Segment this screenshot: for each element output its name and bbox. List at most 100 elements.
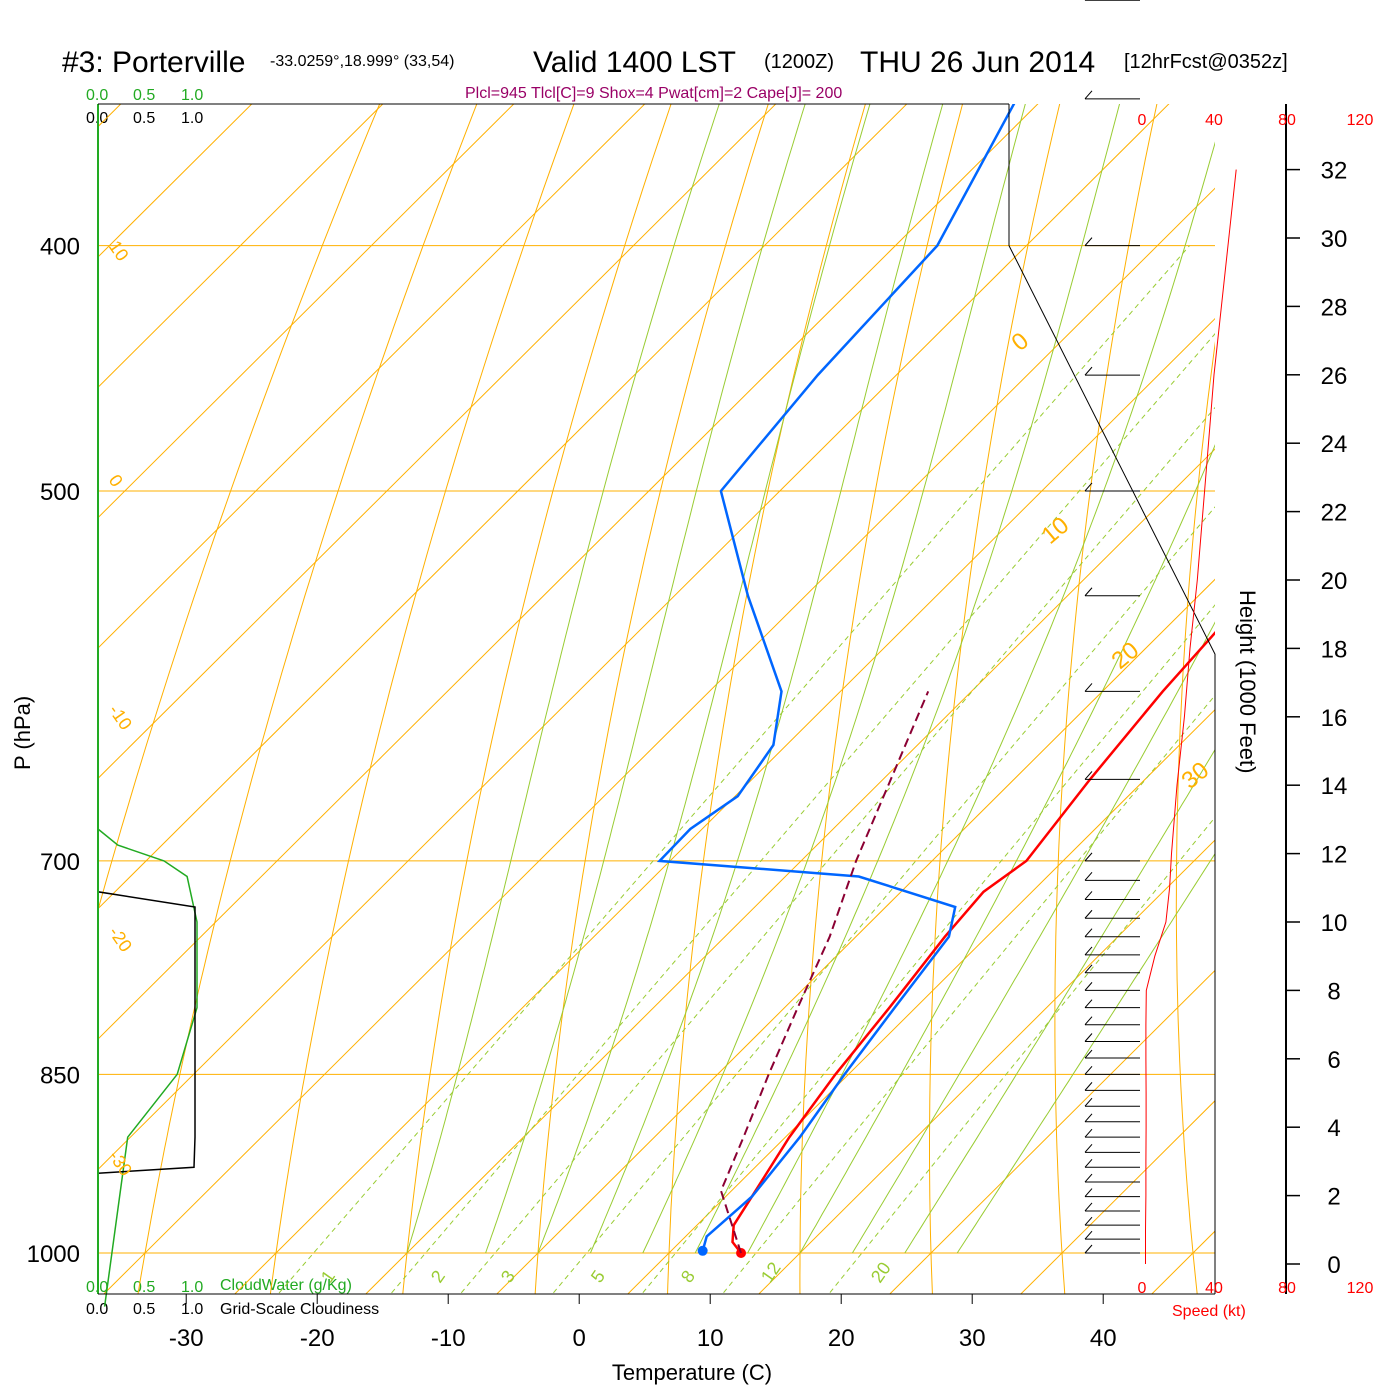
cloud-scale-bottom-black-0: 0.0 — [86, 1301, 108, 1318]
params-line: Plcl=945 Tlcl[C]=9 Shox=4 Pwat[cm]=2 Cap… — [465, 85, 842, 102]
height-tick-label: 4 — [1327, 1115, 1340, 1142]
moist-adiabat-line — [406, 104, 720, 1254]
dry-adiabat-label: 0 — [1007, 327, 1035, 356]
moist-adiabat-line — [851, 621, 1215, 1254]
speed-tick-label-bottom: 40 — [1205, 1280, 1223, 1297]
mixing-ratio-line — [389, 333, 1215, 1294]
sounding-series — [656, 104, 1215, 1258]
height-tick-label: 18 — [1321, 636, 1348, 663]
y-axis-label: P (hPa) — [10, 696, 35, 770]
moist-adiabat-line — [956, 852, 1215, 1254]
isotherm-line — [234, 317, 1215, 1294]
pressure-tick-label: 500 — [40, 479, 80, 506]
temp-tick-label: 0 — [573, 1325, 586, 1352]
parcel-line — [719, 691, 930, 1254]
wind-barb-feather — [1084, 964, 1093, 974]
dry-adiabat-label: -10 — [105, 701, 136, 734]
height-tick-label: 32 — [1321, 158, 1348, 185]
wind-barb-feather — [1084, 482, 1093, 492]
cloud-scale-bottom-black-1: 0.5 — [133, 1301, 155, 1318]
wind-barb-feather — [1084, 1082, 1093, 1091]
wind-barb-feather — [1084, 1016, 1093, 1026]
isotherm-line — [98, 104, 908, 910]
cloud-scale-top-green-2: 1.0 — [181, 87, 203, 104]
dry-adiabat-label: 20 — [1107, 637, 1145, 675]
cloud-scale-top-green-0: 0.0 — [86, 87, 108, 104]
speed-tick-label-top: 80 — [1278, 112, 1296, 129]
wind-barb-feather — [1084, 1113, 1093, 1123]
wind-barb-feather — [1084, 1244, 1093, 1254]
speed-tick-label-top: 120 — [1347, 112, 1374, 129]
dry-adiabat-label: 30 — [1177, 757, 1215, 795]
speed-tick-label-bottom: 120 — [1347, 1280, 1374, 1297]
wind-barb-feather — [1084, 946, 1093, 956]
temp-tick-label: -10 — [431, 1325, 466, 1352]
moist-adiabat-line — [537, 104, 871, 1254]
isotherm-line — [103, 187, 1215, 1294]
height-tick-label: 8 — [1327, 978, 1340, 1005]
pressure-tick-label: 850 — [40, 1062, 80, 1089]
dry-adiabat-line — [929, 104, 1061, 1294]
moist-adiabat-line — [485, 104, 806, 1254]
dry-adiabat-label: 10 — [1037, 512, 1075, 550]
pressure-tick-label: 1000 — [27, 1241, 80, 1268]
wind-barb-feather — [1084, 1033, 1093, 1042]
temp-tick-label: 40 — [1090, 1325, 1117, 1352]
temp-tick-label: 20 — [828, 1325, 855, 1352]
temp-tick-label: 10 — [697, 1325, 724, 1352]
height-tick-label: 14 — [1321, 773, 1348, 800]
height-tick-label: 28 — [1321, 294, 1348, 321]
cloudwater-line — [97, 828, 198, 1307]
height-tick-label: 22 — [1321, 500, 1348, 527]
wind-barb-feather — [1084, 1230, 1093, 1240]
mixing-ratio-label: 5 — [587, 1267, 609, 1287]
speed-tick-label-top: 0 — [1138, 112, 1147, 129]
height-tick-label: 16 — [1321, 705, 1348, 732]
height-tick-label: 10 — [1321, 910, 1348, 937]
dry-adiabat-line — [402, 104, 672, 1294]
wind-barb-feather — [1084, 237, 1093, 246]
isotherm-line — [98, 104, 777, 780]
mixing-ratio-label: 2 — [427, 1267, 449, 1287]
wind-barb-feather — [1084, 1188, 1093, 1197]
wind-barb-feather — [1084, 982, 1093, 991]
height-tick-label: 20 — [1321, 568, 1348, 595]
dewpoint-line — [656, 104, 1016, 1252]
wind-barb-feather — [1084, 90, 1093, 100]
mixing-ratio-line — [828, 816, 1215, 1294]
wind-barb-feather — [1084, 1202, 1093, 1212]
wind-barb-feather — [1084, 872, 1093, 881]
wind-barb-feather — [1084, 999, 1093, 1009]
wind-barb-feather — [1084, 1065, 1093, 1075]
mixing-ratio-line — [459, 406, 1215, 1294]
height-tick-label: 2 — [1327, 1184, 1340, 1211]
mixing-ratio-label: 12 — [757, 1258, 785, 1286]
isotherm-line — [1151, 1230, 1215, 1294]
wind-barb-feather — [1084, 587, 1093, 597]
background-grid — [0, 0, 1215, 1307]
pressure-tick-label: 700 — [40, 849, 80, 876]
wind-barb-feather — [1084, 771, 1093, 780]
dry-adiabat-line — [137, 104, 478, 1294]
speed-axis-label: Speed (kt) — [1172, 1303, 1246, 1320]
height-tick-label: 24 — [1321, 431, 1348, 458]
speed-tick-label-top: 40 — [1205, 112, 1223, 129]
dewpoint-surface-point — [697, 1245, 708, 1256]
dry-adiabat-line — [1175, 340, 1215, 1294]
dry-adiabat-line — [667, 104, 866, 1294]
isotherm-line — [0, 0, 236, 1307]
right-boundary-line — [1008, 104, 1216, 1294]
isotherm-line — [0, 0, 367, 1307]
cloudiness-line — [97, 884, 196, 1174]
cloud-profiles — [97, 828, 198, 1307]
cloud-scale-top-black-2: 1.0 — [181, 110, 203, 127]
temperature-surface-point — [736, 1248, 747, 1258]
wind-barb-feather — [1084, 1049, 1093, 1059]
valid-time: Valid 1400 LST — [533, 46, 736, 79]
isotherm-line — [758, 839, 1215, 1294]
mixing-ratio-line — [551, 506, 1215, 1294]
dry-adiabat-line — [1054, 104, 1158, 1294]
isotherm-line — [98, 104, 1039, 1040]
